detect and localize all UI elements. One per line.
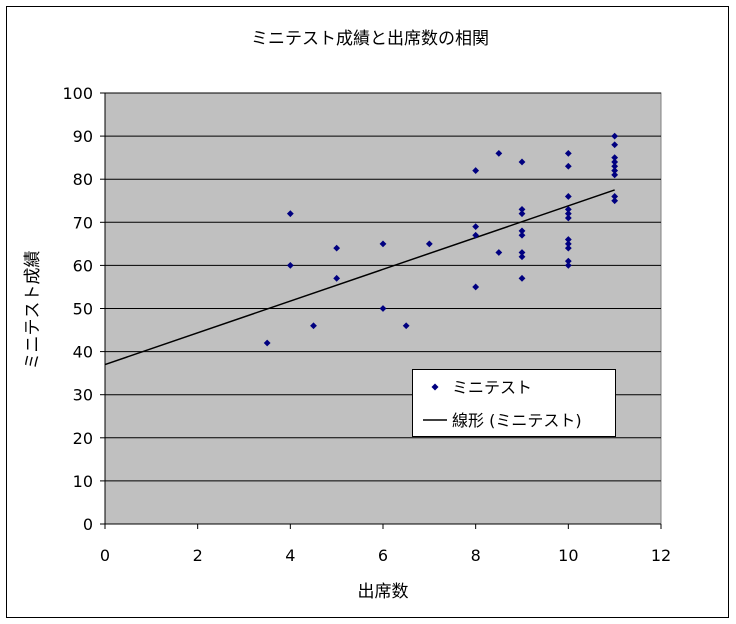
data-point: [564, 210, 572, 218]
x-axis-title: 出席数: [358, 582, 409, 602]
legend-marker-series: [431, 383, 439, 391]
data-point: [495, 149, 503, 157]
x-tick-label: 0: [100, 546, 110, 565]
data-point: [495, 249, 503, 256]
data-point: [379, 305, 387, 312]
y-tick-label: 100: [62, 84, 93, 103]
y-tick-label: 40: [73, 343, 93, 362]
data-point: [611, 162, 619, 170]
data-point: [564, 149, 572, 157]
x-axis: 0 2 4 6 8 10 12: [100, 523, 671, 565]
y-tick-label: 20: [73, 429, 93, 448]
data-point: [425, 240, 433, 248]
legend-label-trendline: 線形 (ミニテスト): [452, 411, 582, 430]
data-point: [564, 214, 572, 222]
data-point: [518, 205, 526, 213]
y-tick-label: 30: [73, 386, 93, 405]
x-tick-label: 12: [651, 546, 671, 565]
data-point: [611, 171, 619, 179]
data-point: [379, 240, 387, 248]
data-point: [564, 205, 572, 213]
data-point: [333, 274, 341, 282]
data-point: [611, 154, 619, 162]
data-point: [286, 210, 294, 218]
chart-title: ミニテスト成績と出席数の相関: [251, 29, 489, 49]
data-point: [518, 210, 526, 218]
data-point: [564, 162, 572, 170]
data-point: [333, 244, 341, 252]
y-tick-label: 60: [73, 256, 93, 275]
data-point: [310, 322, 317, 330]
y-tick-label: 0: [83, 515, 93, 534]
data-point: [472, 167, 480, 174]
data-point: [472, 223, 480, 231]
legend: ミニテスト 線形 (ミニテスト): [412, 369, 616, 437]
data-point: [518, 253, 526, 261]
data-point: [518, 249, 526, 256]
y-tick-label: 70: [73, 213, 93, 232]
data-point: [518, 158, 526, 166]
data-point: [564, 193, 572, 200]
data-point: [263, 339, 271, 347]
y-axis: 0 10 20 30 40 50 60 70 80 90 100: [62, 84, 106, 534]
x-tick-label: 4: [285, 546, 295, 565]
data-point: [402, 322, 410, 330]
x-tick-label: 2: [193, 546, 203, 565]
data-point: [564, 236, 572, 243]
data-point: [611, 167, 619, 174]
trendline: [104, 189, 615, 366]
data-point: [611, 197, 619, 205]
y-axis-title: ミニテスト成績: [23, 251, 43, 370]
data-point: [518, 274, 526, 282]
data-point: [611, 193, 619, 200]
trendline-layer: [104, 189, 615, 366]
legend-box: [412, 369, 616, 437]
data-point: [286, 262, 294, 269]
gridlines: [105, 92, 661, 482]
x-tick-label: 8: [471, 546, 481, 565]
data-point: [518, 227, 526, 235]
data-point: [472, 231, 480, 239]
data-point: [611, 132, 619, 140]
legend-label-series: ミニテスト: [452, 378, 532, 397]
x-tick-label: 6: [378, 546, 388, 565]
y-tick-label: 10: [73, 472, 93, 491]
y-tick-label: 50: [73, 300, 93, 319]
x-tick-label: 10: [558, 546, 578, 565]
data-point: [472, 283, 480, 291]
data-point: [518, 231, 526, 239]
data-point: [611, 158, 619, 166]
data-point: [564, 244, 572, 252]
data-point: [564, 257, 572, 265]
points-layer: [263, 132, 619, 347]
data-point: [564, 262, 572, 269]
data-point: [611, 141, 619, 149]
y-tick-label: 80: [73, 170, 93, 189]
y-tick-label: 90: [73, 127, 93, 146]
data-point: [564, 240, 572, 248]
